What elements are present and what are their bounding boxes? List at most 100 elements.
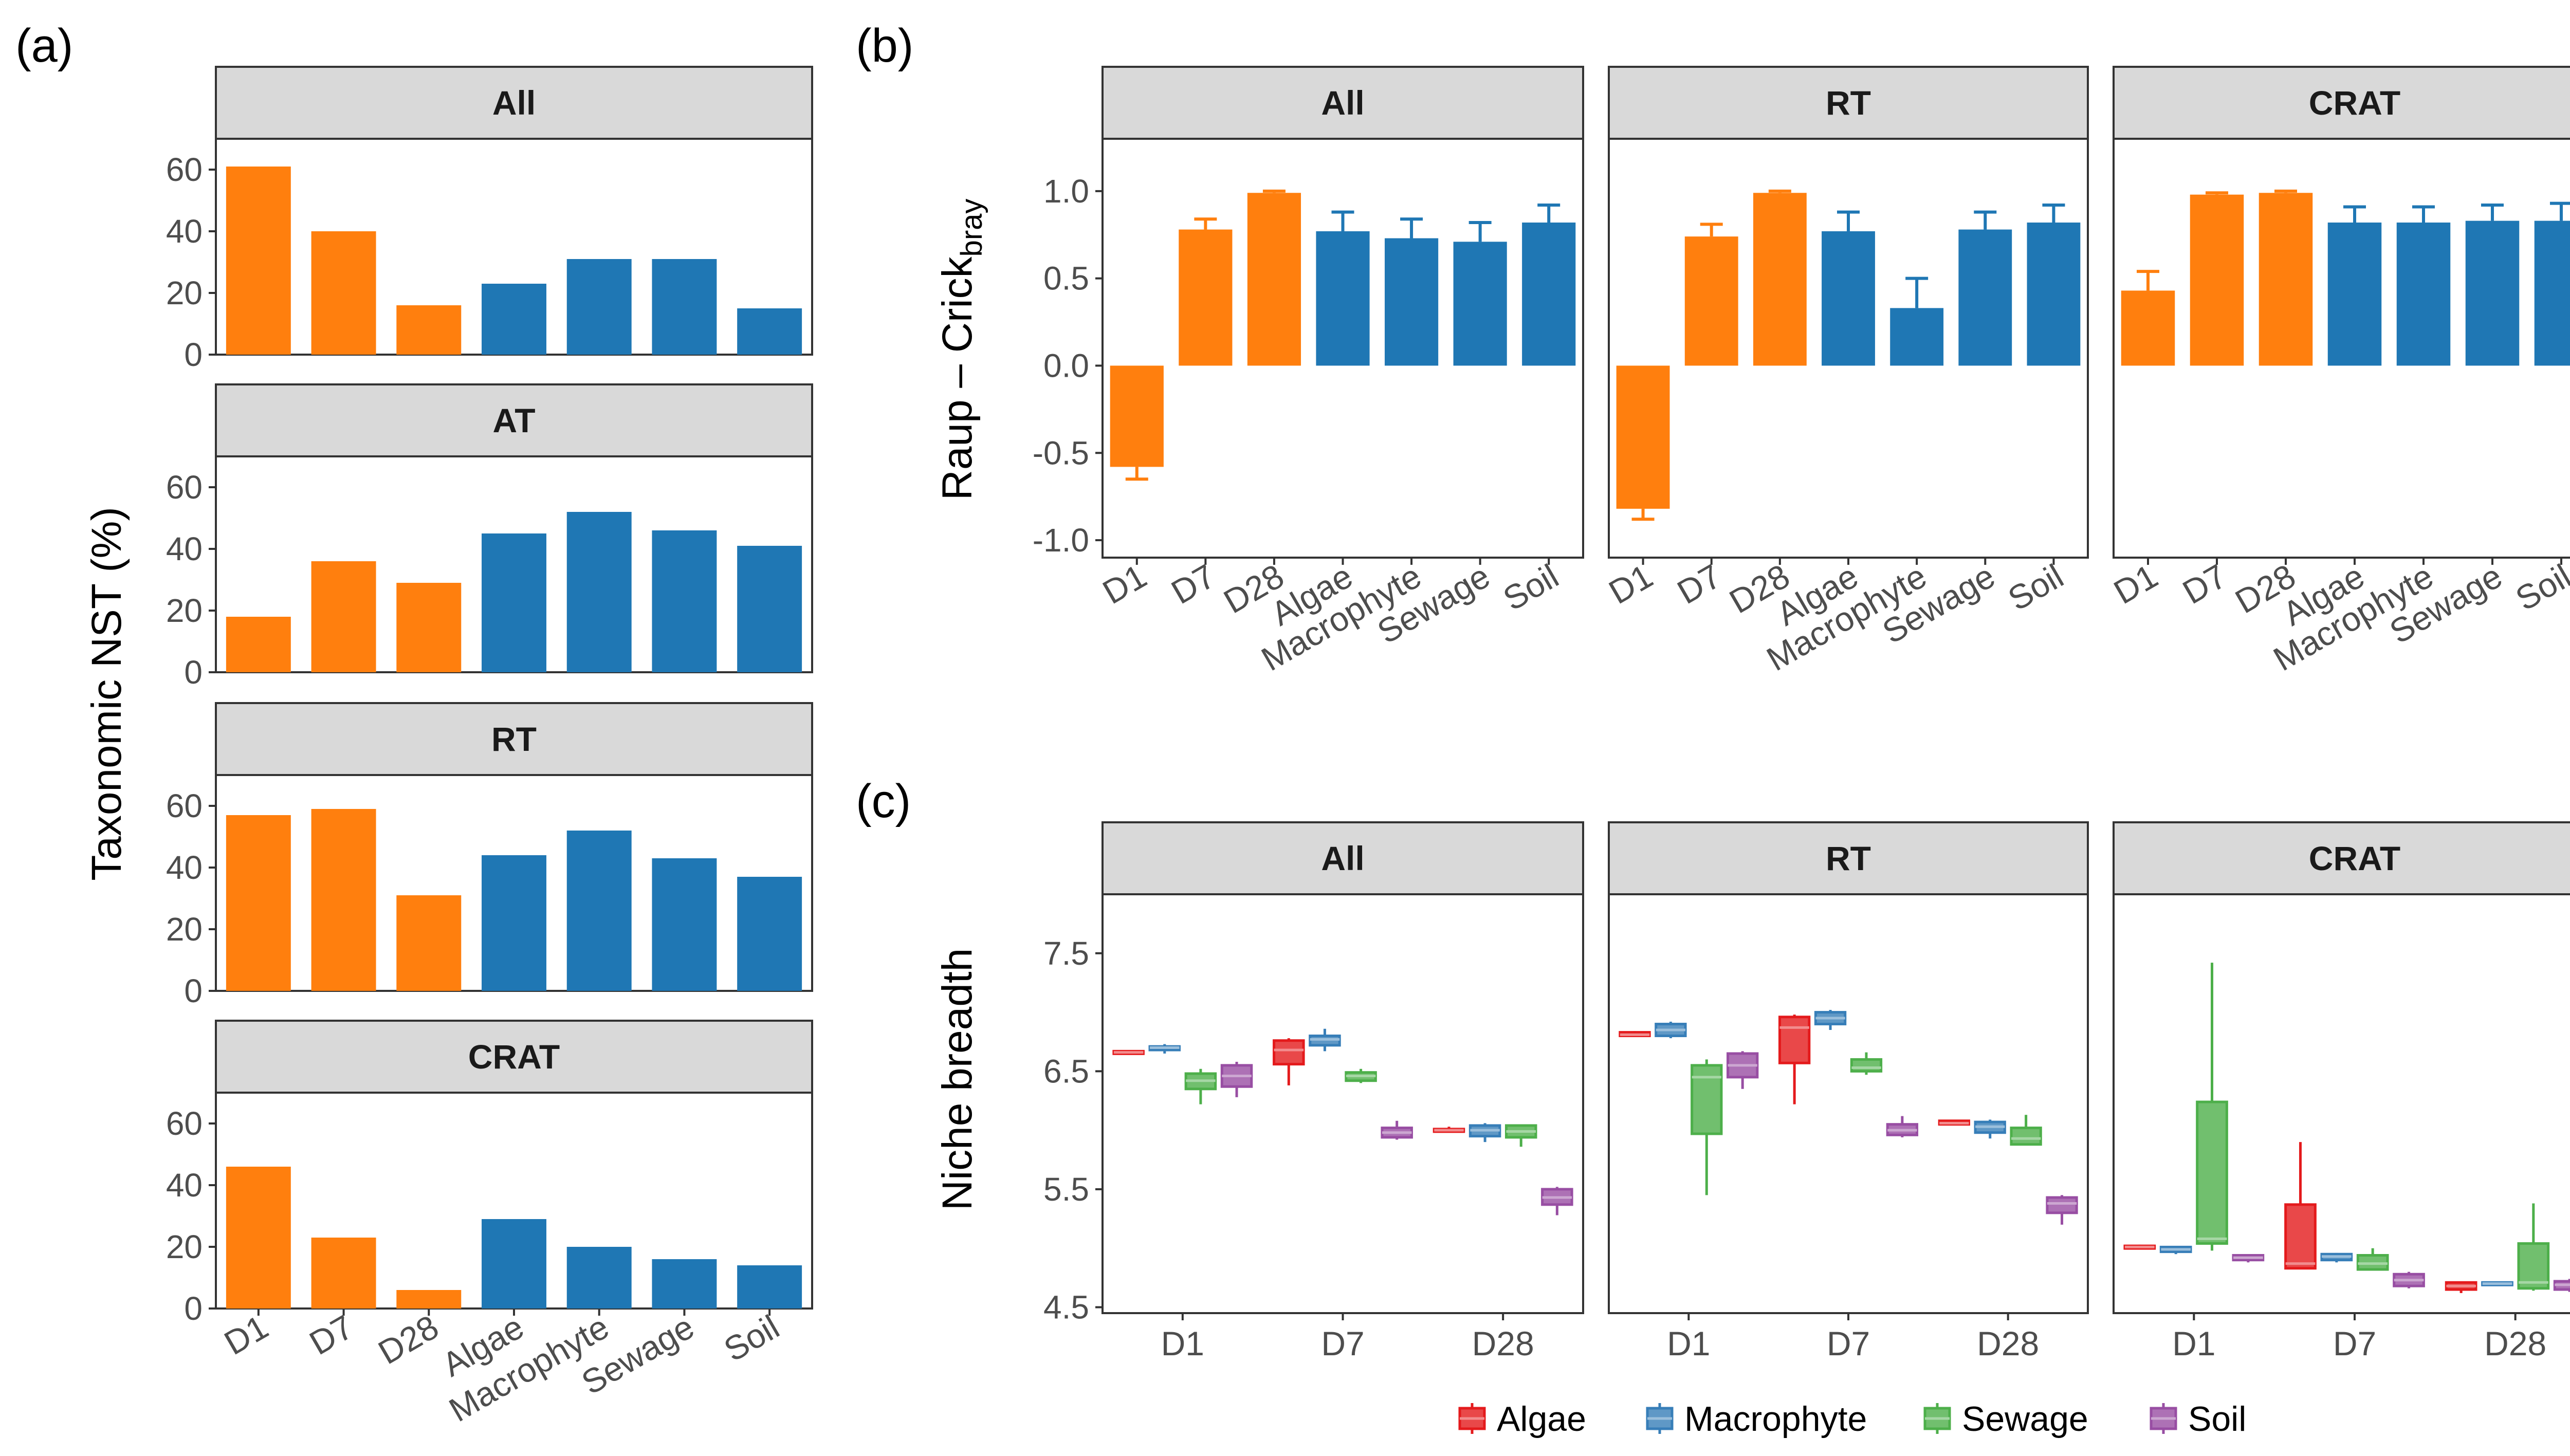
box-sewage-d28 xyxy=(1504,1124,1537,1147)
x-tick-label: D28 xyxy=(1472,1324,1534,1362)
bar-macrophyte xyxy=(566,259,632,355)
box-body xyxy=(2284,1203,2317,1270)
facet-strip-label: CRAT xyxy=(468,1038,560,1076)
bar-algae xyxy=(482,855,546,991)
box-soil-d28 xyxy=(1541,1187,1573,1215)
bar-macrophyte xyxy=(566,512,632,672)
box-sewage-d1 xyxy=(1691,1059,1723,1195)
panel-b-facet-all: All-1.0-0.50.00.51.0D1 D7D28AlgaeMacrophy… xyxy=(1033,66,1584,678)
y-tick-label: 4.5 xyxy=(1043,1289,1089,1326)
x-tick-label: D1 xyxy=(2107,557,2164,611)
bar-soil xyxy=(2534,220,2570,366)
error-bar-sewage xyxy=(2481,204,2504,221)
bar-d28 xyxy=(396,305,462,355)
bar-algae xyxy=(482,1219,546,1308)
bar-algae xyxy=(2327,223,2382,366)
error-bar-macrophyte xyxy=(1400,217,1423,238)
facet-strip xyxy=(1102,821,1584,895)
bar-macrophyte xyxy=(1384,238,1439,366)
bar-sewage xyxy=(652,1259,717,1308)
y-tick-label: 60 xyxy=(166,469,203,506)
box-soil-d1 xyxy=(2232,1254,2265,1263)
box-body xyxy=(2010,1127,2042,1146)
bar-d1 xyxy=(2121,290,2175,366)
panel-c-facet-crat: CRAT D1 D7 D28 xyxy=(2113,821,2570,1362)
panel-c-y-axis-title: Niche breadth xyxy=(934,948,981,1211)
error-bar-d28 xyxy=(2274,189,2297,193)
error-bar-algae xyxy=(1837,210,1860,231)
box-algae-d28 xyxy=(1938,1119,1970,1126)
box-macrophyte-d1 xyxy=(1655,1021,1687,1039)
box-soil-d28 xyxy=(2046,1195,2078,1225)
bar-d1 xyxy=(226,815,291,991)
box-sewage-d1 xyxy=(1184,1068,1217,1104)
charts-layer: All 0 20 40 60 AT 0 20 40 60 RT 0 20 40 60 CRAT 0 20 40 60 D… xyxy=(166,66,2570,1439)
box-soil-d7 xyxy=(1381,1120,1413,1140)
panel-b-y-axis-title-subscript: bray xyxy=(955,199,988,257)
x-tick-label: D28 xyxy=(2484,1324,2546,1362)
box-sewage-d1 xyxy=(2196,963,2228,1251)
box-algae-d7 xyxy=(1778,1015,1811,1104)
error-bar-soil xyxy=(1537,204,1561,223)
error-bar-algae xyxy=(2343,205,2366,223)
y-tick-label: 40 xyxy=(166,213,203,250)
plot-area xyxy=(1608,893,2089,1314)
box-macrophyte-d1 xyxy=(1148,1044,1181,1054)
legend-label-sewage: Sewage xyxy=(1962,1399,2088,1439)
y-tick-label: 60 xyxy=(166,787,203,824)
x-tick-label: D7 xyxy=(1321,1324,1364,1362)
panel-c-tag: (c) xyxy=(856,775,911,827)
bar-d7 xyxy=(1179,229,1233,366)
bar-d7 xyxy=(311,1238,376,1308)
plot-area xyxy=(2113,893,2570,1314)
bar-soil xyxy=(737,546,802,672)
bar-d1 xyxy=(1616,365,1670,509)
box-soil-d1 xyxy=(1727,1051,1759,1089)
error-bar-soil xyxy=(2550,201,2570,221)
bar-d7 xyxy=(311,231,376,355)
error-bar-d7 xyxy=(1700,223,1723,237)
y-tick-label: 60 xyxy=(166,151,203,188)
y-tick-label: 40 xyxy=(166,530,203,567)
legend-key-soil xyxy=(2150,1403,2177,1434)
box-macrophyte-d7 xyxy=(1814,1009,1847,1030)
bar-algae xyxy=(482,533,546,672)
box-sewage-d7 xyxy=(2356,1248,2389,1271)
bar-algae xyxy=(1822,231,1875,366)
legend-label-macrophyte: Macrophyte xyxy=(1684,1399,1867,1439)
box-body xyxy=(2517,1242,2550,1290)
box-algae-d7 xyxy=(2284,1142,2317,1270)
x-tick-label: D7 xyxy=(1165,557,1221,611)
facet-strip-label: CRAT xyxy=(2309,84,2400,122)
bar-macrophyte xyxy=(566,1247,632,1308)
error-bar-d1 xyxy=(1631,508,1655,521)
facet-strip-label: RT xyxy=(1826,84,1871,122)
bar-soil xyxy=(1522,223,1576,366)
facet-strip-label: All xyxy=(1321,839,1364,877)
x-tick-label: Soil xyxy=(1497,557,1565,618)
box-body xyxy=(2196,1100,2228,1245)
x-tick-label: D1 xyxy=(2172,1324,2215,1362)
bar-d1 xyxy=(226,167,291,355)
facet-strip-label: RT xyxy=(1826,839,1871,877)
x-tick-label: Soil xyxy=(2509,557,2570,618)
x-tick-label: D7 xyxy=(2176,557,2233,611)
y-tick-label: 40 xyxy=(166,1167,203,1204)
y-tick-label: 6.5 xyxy=(1043,1053,1089,1090)
box-macrophyte-d1 xyxy=(2159,1245,2192,1255)
box-body xyxy=(2046,1196,2078,1214)
bar-d1 xyxy=(226,617,291,672)
facet-strip-label: RT xyxy=(491,720,537,758)
box-body xyxy=(1273,1039,1305,1066)
box-macrophyte-d28 xyxy=(2481,1281,2513,1286)
panel-c-facet-rt: RT D1 D7 D28 xyxy=(1608,821,2089,1362)
box-macrophyte-d28 xyxy=(1974,1119,2006,1139)
facet-strip xyxy=(2113,66,2570,140)
y-tick-label: 0 xyxy=(184,1290,203,1327)
bar-d1 xyxy=(226,1167,291,1308)
box-algae-d7 xyxy=(1273,1038,1305,1085)
x-tick-label: Soil xyxy=(2002,557,2069,618)
error-bar-soil xyxy=(2042,204,2065,223)
x-tick-label: D7 xyxy=(1827,1324,1870,1362)
